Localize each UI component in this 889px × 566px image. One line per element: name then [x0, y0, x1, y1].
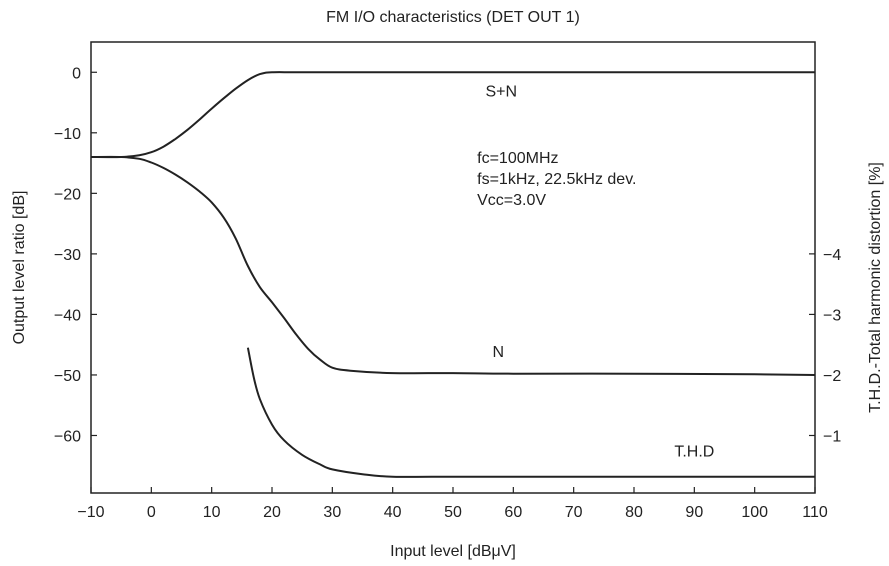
x-tick-label: 0 [147, 504, 156, 521]
x-tick-label: −10 [77, 504, 104, 521]
x-tick-label: 70 [565, 504, 583, 521]
x-tick-label: 30 [323, 504, 341, 521]
y-axis-left: 0 −10 −20 −30 −40 −50 −60 [54, 65, 97, 445]
chart-title: FM I/O characteristics (DET OUT 1) [326, 9, 580, 26]
series-group [90, 71, 816, 478]
y2-tick-label: −4 [823, 247, 841, 264]
x-tick-label: 40 [384, 504, 402, 521]
condition-box [473, 147, 706, 218]
y2-tick-label: −1 [823, 428, 841, 445]
x-tick-label: 50 [444, 504, 462, 521]
x-tick-label: 80 [625, 504, 643, 521]
y-tick-label: −50 [54, 368, 81, 385]
y-tick-label: −20 [54, 186, 81, 203]
condition-fc: fc=100MHz [477, 150, 558, 167]
x-tick-label: 10 [203, 504, 221, 521]
x-tick-label: 60 [504, 504, 522, 521]
series-thd-line [246, 347, 815, 478]
x-tick-label: 110 [802, 504, 828, 521]
y-axis-right: −4 −3 −2 −1 [809, 247, 841, 445]
x-tick-label: 100 [741, 504, 768, 521]
condition-vcc: Vcc=3.0V [477, 192, 546, 209]
x-tick-label: 20 [263, 504, 281, 521]
condition-fs: fs=1kHz, 22.5kHz dev. [477, 171, 636, 188]
x-tick-label: 90 [685, 504, 703, 521]
plot-frame [90, 41, 816, 494]
series-s-plus-n-line [90, 71, 815, 159]
x-axis-label: Input level [dBμV] [390, 543, 516, 560]
y2-axis-label: T.H.D.-Total harmonic distortion [%] [867, 162, 884, 413]
label-thd: T.H.D [674, 444, 714, 461]
y-axis-label: Output level ratio [dB] [11, 191, 28, 345]
y-tick-label: 0 [72, 65, 81, 82]
y-tick-label: −30 [54, 247, 81, 264]
y2-tick-label: −3 [823, 307, 841, 324]
y-tick-label: −10 [54, 126, 81, 143]
label-s-plus-n: S+N [485, 83, 517, 100]
x-axis: −10 0 10 20 30 40 50 60 70 80 90 100 110 [77, 487, 828, 521]
label-n: N [492, 344, 504, 361]
series-n-line [90, 155, 816, 376]
y-tick-label: −60 [54, 428, 81, 445]
y2-tick-label: −2 [823, 368, 841, 385]
y-tick-label: −40 [54, 307, 81, 324]
